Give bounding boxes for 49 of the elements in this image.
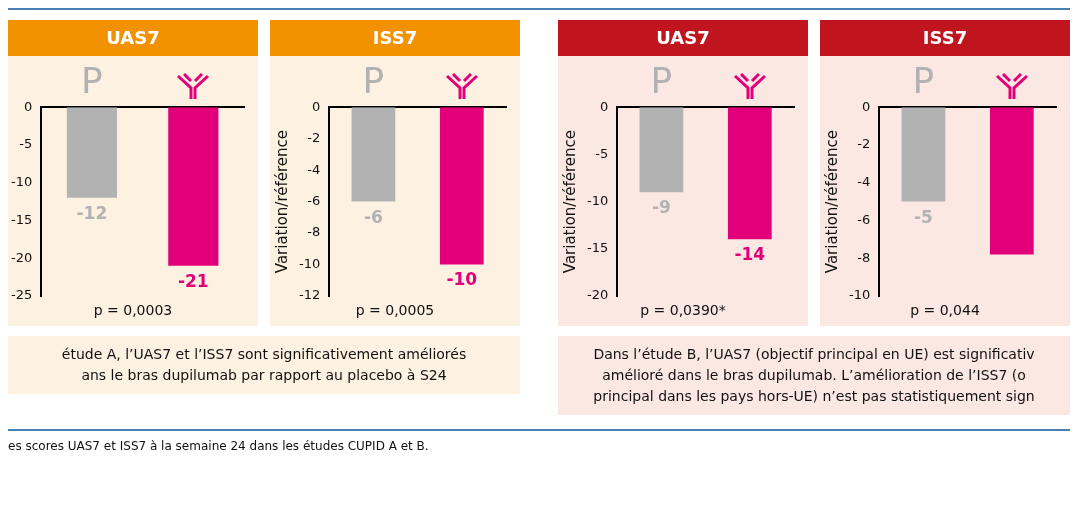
- text: p = 0,0005: [354, 302, 436, 318]
- data-label: -6: [363, 206, 383, 227]
- x-tick-label: P: [81, 59, 103, 101]
- y-tick-label: -20: [587, 287, 609, 303]
- text: p = 0,044: [909, 302, 981, 318]
- y-tick-label: -8: [307, 224, 321, 240]
- y-tick-label: -5: [595, 145, 609, 161]
- y-tick-label: -2: [307, 130, 321, 146]
- y-tick-label: -15: [11, 211, 33, 227]
- y-tick-label: -10: [11, 174, 33, 190]
- data-label: -5: [913, 206, 933, 227]
- y-tick-label: -10: [587, 192, 609, 208]
- text: étude A, l’UAS7 et l’ISS7 sont significativement améliorés ans le bras dupilumab par rapport au placebo à S24: [8, 336, 520, 394]
- y-tick-label: 0: [861, 98, 871, 114]
- y-tick-label: -6: [857, 211, 871, 227]
- data-label: -21: [177, 270, 209, 291]
- data-label: -12: [76, 202, 108, 223]
- y-axis-title: Variation/référence: [822, 129, 841, 274]
- y-tick-label: -8: [857, 249, 871, 265]
- y-tick-label: -25: [11, 287, 33, 303]
- y-tick-label: -20: [11, 249, 33, 265]
- y-tick-label: 0: [311, 98, 321, 114]
- text: es scores UAS7 et ISS7 à la semaine 24 dans les études CUPID A et B.: [8, 439, 430, 453]
- text: p = 0,0003: [92, 302, 174, 318]
- y-axis-title: Variation/référence: [560, 129, 579, 274]
- y-tick-label: -10: [849, 287, 871, 303]
- x-tick-label: P: [650, 59, 673, 101]
- chart-title: ISS7: [270, 20, 520, 56]
- y-tick-label: -15: [587, 240, 609, 256]
- y-tick-label: -12: [299, 287, 321, 303]
- data-label: -14: [734, 244, 766, 265]
- text: Dans l’étude B, l’UAS7 (objectif principal en UE) est significativ amélioré dans le bras dupilumab. L’amélioration de l’ISS7 (o principal dans les pays hors-UE) n’est pas statistiquement sign: [558, 336, 1070, 415]
- y-tick-label: -10: [299, 255, 321, 271]
- data-label: -10: [446, 269, 478, 290]
- x-tick-label: P: [362, 59, 385, 101]
- y-tick-label: 0: [599, 98, 609, 114]
- x-tick-label: P: [912, 59, 935, 101]
- y-tick-label: -2: [857, 136, 871, 152]
- chart-title: ISS7: [820, 20, 1070, 56]
- chart-title: UAS7: [558, 20, 808, 56]
- y-tick-label: -5: [19, 136, 33, 152]
- y-tick-label: -4: [857, 174, 871, 190]
- data-label: -9: [651, 197, 671, 218]
- chart-title: UAS7: [8, 20, 258, 56]
- y-axis-title: Variation/référence: [272, 129, 291, 274]
- text: p = 0,0390*: [639, 302, 727, 318]
- y-tick-label: -6: [307, 192, 321, 208]
- y-tick-label: -4: [307, 161, 321, 177]
- y-tick-label: 0: [23, 98, 33, 114]
